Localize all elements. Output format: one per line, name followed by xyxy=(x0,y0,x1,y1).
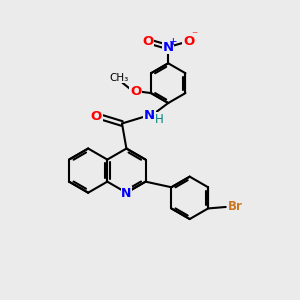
Text: N: N xyxy=(121,187,132,200)
Text: CH₃: CH₃ xyxy=(109,73,128,83)
Text: O: O xyxy=(183,35,194,48)
Text: N: N xyxy=(144,109,155,122)
Text: O: O xyxy=(130,85,141,98)
Text: O: O xyxy=(91,110,102,123)
Text: Br: Br xyxy=(228,200,243,214)
Text: ⁻: ⁻ xyxy=(191,30,198,43)
Text: N: N xyxy=(163,40,174,54)
Text: +: + xyxy=(169,37,178,47)
Text: O: O xyxy=(142,35,154,48)
Text: H: H xyxy=(154,113,163,126)
